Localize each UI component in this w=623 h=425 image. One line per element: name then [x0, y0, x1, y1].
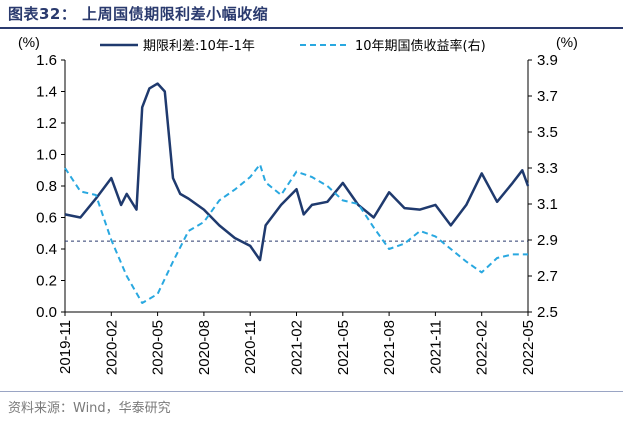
x-tick-label: 2021-02: [289, 320, 306, 375]
legend-label-yield: 10年期国债收益率(右): [355, 38, 486, 54]
right-tick-label: 3.1: [537, 196, 558, 213]
source-note: 资料来源：Wind，华泰研究: [8, 401, 171, 416]
source-rule: [0, 391, 623, 392]
title-rule: [0, 27, 623, 29]
left-tick-label: 1.4: [36, 84, 57, 101]
series-group: [64, 82, 530, 304]
series-line-spread: [64, 82, 530, 262]
left-tick-label: 1.6: [36, 52, 57, 69]
series-line-yield: [64, 163, 528, 304]
right-tick-label: 2.5: [537, 304, 558, 321]
x-tick-label: 2019-11: [57, 320, 74, 374]
x-tick-label: 2021-11: [427, 320, 444, 374]
right-tick-label: 3.5: [537, 124, 558, 141]
x-tick-label: 2021-05: [335, 320, 352, 375]
left-tick-label: 0.4: [36, 241, 57, 258]
left-tick-label: 1.2: [36, 115, 57, 132]
x-tick-label: 2020-11: [242, 320, 259, 374]
left-tick-label: 0.8: [36, 178, 57, 195]
x-tick-label: 2022-05: [520, 320, 537, 375]
x-tick-label: 2020-02: [103, 320, 120, 375]
right-tick-label: 3.9: [537, 52, 558, 69]
left-axis-unit: (%): [18, 34, 40, 50]
right-axis-unit: (%): [556, 34, 578, 50]
x-tick-label: 2022-02: [474, 320, 491, 375]
left-tick-label: 0.2: [36, 273, 57, 290]
left-tick-label: 0.0: [36, 304, 57, 321]
line-chart: 0.0 0.2 0.4 0.6 0.8 1.0 1.2 1.4 1.6 2.5 2.7 2.9 3.1 3…: [18, 34, 578, 375]
legend: 期限利差:10年-1年 10年期国债收益率(右): [100, 38, 486, 54]
x-tick-label: 2020-05: [150, 320, 167, 375]
right-tick-label: 3.7: [537, 88, 558, 105]
x-tick-label: 2021-08: [381, 320, 398, 375]
left-tick-label: 1.0: [36, 147, 57, 164]
legend-label-spread: 期限利差:10年-1年: [143, 39, 255, 54]
left-tick-label: 0.6: [36, 210, 57, 227]
chart-title: 图表32： 上周国债期限利差小幅收缩: [8, 5, 269, 23]
right-tick-label: 2.9: [537, 232, 558, 249]
x-tick-label: 2020-08: [196, 320, 213, 375]
right-tick-label: 2.7: [537, 268, 558, 285]
right-tick-label: 3.3: [537, 160, 558, 177]
axes: 0.0 0.2 0.4 0.6 0.8 1.0 1.2 1.4 1.6 2.5 2.7 2.9 3.1 3…: [36, 52, 558, 375]
